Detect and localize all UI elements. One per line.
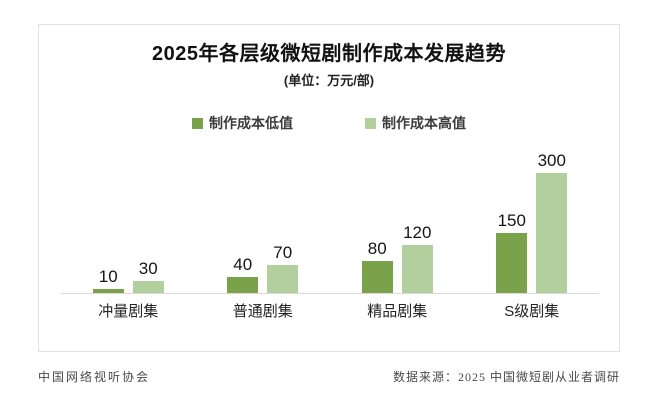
bar-group-3: 80 120 <box>361 223 433 293</box>
bar-value-label: 80 <box>367 239 387 258</box>
source-organization: 中国网络视听协会 <box>38 370 151 384</box>
chart-unit-subtitle: (单位：万元/部) <box>283 73 375 88</box>
legend: 制作成本低值 制作成本高值 <box>39 113 619 133</box>
bar-col: 150 <box>496 211 528 293</box>
bar-value-label: 40 <box>233 255 253 274</box>
bar-col: 30 <box>132 259 164 293</box>
chart-title: 2025年各层级微短剧制作成本发展趋势 <box>152 43 506 65</box>
bar-col: 70 <box>267 243 299 293</box>
category-axis: 冲量剧集 普通剧集 精品剧集 S级剧集 <box>61 300 599 321</box>
category-label: 普通剧集 <box>232 303 293 320</box>
bar-group-2: 40 70 <box>227 243 299 293</box>
bar-value-label: 70 <box>273 243 293 262</box>
bar-value-label: 150 <box>497 211 526 230</box>
bar-col: 300 <box>536 151 568 293</box>
bar-low <box>361 261 393 293</box>
bar-group-4: 150 300 <box>496 151 568 293</box>
bar-group-1: 10 30 <box>92 259 164 293</box>
bar-low <box>92 289 124 293</box>
bar-value-label: 300 <box>537 151 566 170</box>
data-source-note: 数据来源：2025 中国微短剧从业者调研 <box>392 370 620 384</box>
bar-value-label: 30 <box>138 259 158 278</box>
bar-value-label: 120 <box>403 223 432 242</box>
bar-low <box>496 233 528 293</box>
footer: 中国网络视听协会 数据来源：2025 中国微短剧从业者调研 <box>38 368 620 385</box>
bar-col: 10 <box>92 267 124 293</box>
legend-label-high: 制作成本高值 <box>382 115 466 131</box>
bar-value-label: 10 <box>98 267 118 286</box>
bar-col: 80 <box>361 239 393 293</box>
bar-high <box>267 265 299 293</box>
plot-area: 10 30 40 70 80 <box>61 147 599 294</box>
bar-low <box>227 277 259 293</box>
category-label: 冲量剧集 <box>98 303 159 320</box>
bar-col: 40 <box>227 255 259 293</box>
chart-card: 2025年各层级微短剧制作成本发展趋势 (单位：万元/部) 制作成本低值 制作成… <box>38 24 620 352</box>
bar-high <box>132 281 164 293</box>
bar-high <box>536 173 568 293</box>
legend-swatch-high-icon <box>365 117 376 129</box>
category-label: 精品剧集 <box>367 303 428 320</box>
bar-high <box>401 245 433 293</box>
category-label: S级剧集 <box>504 303 560 320</box>
legend-label-low: 制作成本低值 <box>209 115 293 131</box>
legend-item-high: 制作成本高值 <box>365 113 466 133</box>
legend-swatch-low-icon <box>192 117 203 129</box>
legend-item-low: 制作成本低值 <box>192 113 293 133</box>
bar-col: 120 <box>401 223 433 293</box>
